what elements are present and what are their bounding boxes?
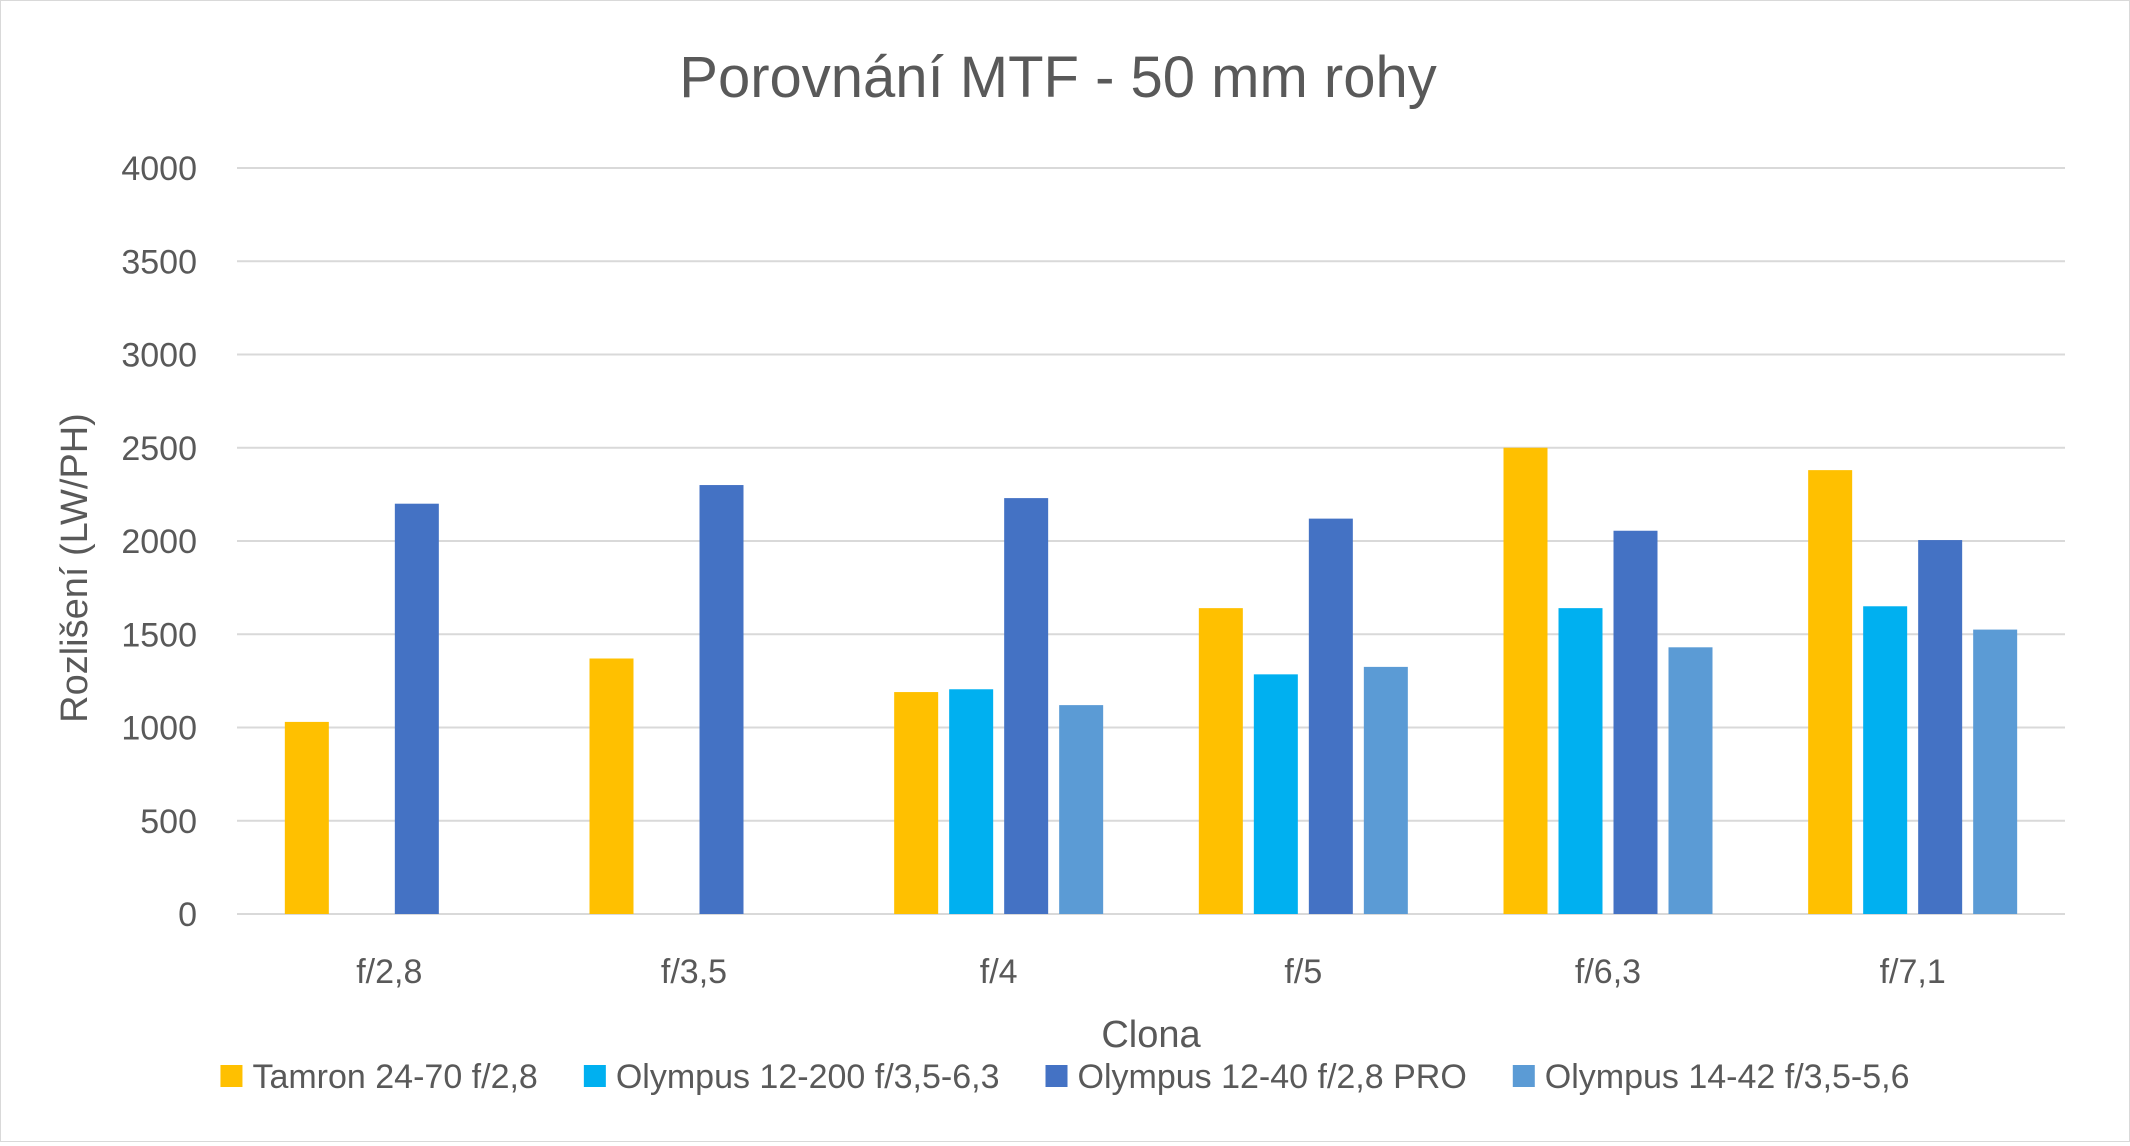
y-tick-label: 3000 <box>121 337 197 375</box>
bar <box>1973 629 2018 914</box>
bar <box>1253 674 1298 914</box>
chart-title: Porovnání MTF - 50 mm rohy <box>679 45 1436 110</box>
bar <box>1004 498 1049 914</box>
legend-swatch <box>1045 1065 1068 1087</box>
bar <box>1668 647 1713 914</box>
legend-item: Olympus 12-200 f/3,5-6,3 <box>583 1058 1000 1096</box>
bar <box>1863 606 1908 914</box>
bar <box>699 485 744 914</box>
legend: Tamron 24-70 f/2,8 Olympus 12-200 f/3,5-6… <box>220 1058 1910 1096</box>
bar <box>1613 530 1658 914</box>
legend-swatch <box>583 1065 606 1087</box>
x-axis-ticks: f/2,8 f/3,5 f/4 f/5 f/6,3 f/7,1 <box>356 953 1946 991</box>
legend-swatch <box>1512 1065 1535 1087</box>
y-tick-label: 2000 <box>121 523 197 561</box>
y-axis-title: Rozlišení (LW/PH) <box>54 413 96 723</box>
bar <box>1918 540 1963 914</box>
bar <box>394 503 439 914</box>
x-tick-label: f/2,8 <box>356 953 422 991</box>
legend-item: Olympus 12-40 f/2,8 PRO <box>1045 1058 1467 1096</box>
y-tick-label: 4000 <box>121 150 197 188</box>
bar <box>589 658 634 914</box>
bar <box>949 689 994 914</box>
legend-item: Tamron 24-70 f/2,8 <box>220 1058 538 1096</box>
x-tick-label: f/5 <box>1284 953 1322 991</box>
legend-label: Olympus 12-200 f/3,5-6,3 <box>616 1058 1000 1096</box>
legend-label: Olympus 12-40 f/2,8 PRO <box>1078 1058 1467 1096</box>
y-tick-label: 1000 <box>121 710 197 748</box>
bar <box>284 721 329 914</box>
bar <box>1558 608 1603 914</box>
y-tick-label: 500 <box>140 803 197 841</box>
bar <box>1059 705 1104 914</box>
legend-label: Olympus 14-42 f/3,5-5,6 <box>1545 1058 1910 1096</box>
legend-swatch <box>220 1065 243 1087</box>
bars <box>284 447 2018 914</box>
x-tick-label: f/3,5 <box>661 953 727 991</box>
y-tick-label: 0 <box>178 896 197 934</box>
y-tick-label: 3500 <box>121 243 197 281</box>
legend-label: Tamron 24-70 f/2,8 <box>252 1058 537 1096</box>
x-tick-label: f/7,1 <box>1880 953 1946 991</box>
y-tick-label: 2500 <box>121 430 197 468</box>
gridlines <box>237 167 2065 915</box>
legend-item: Olympus 14-42 f/3,5-5,6 <box>1512 1058 1910 1096</box>
y-tick-label: 1500 <box>121 616 197 654</box>
y-axis-ticks: 0 500 1000 1500 2000 2500 3000 3500 4000 <box>121 150 197 934</box>
x-axis-title: Clona <box>1101 1014 1201 1056</box>
bar <box>1198 608 1243 914</box>
bar <box>1808 470 1853 914</box>
bar <box>894 692 939 914</box>
x-tick-label: f/6,3 <box>1575 953 1641 991</box>
bar <box>1308 518 1353 914</box>
bar <box>1363 666 1408 914</box>
bar <box>1503 447 1548 914</box>
x-tick-label: f/4 <box>980 953 1018 991</box>
